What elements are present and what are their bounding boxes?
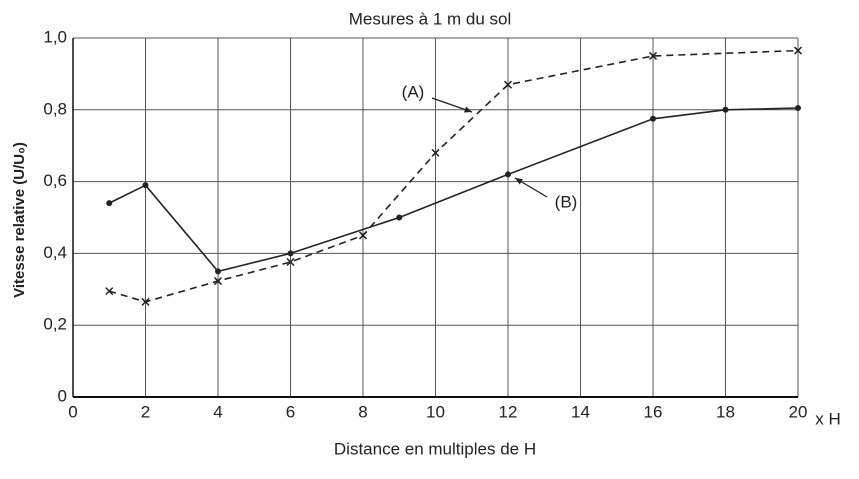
y-tick-label: 0,6 xyxy=(43,171,67,190)
point-marker xyxy=(105,287,114,296)
x-tick-label: 4 xyxy=(213,402,222,421)
point-marker xyxy=(141,297,150,306)
point-marker xyxy=(648,51,658,60)
x-tick-label: 8 xyxy=(358,402,367,421)
label-arrowhead xyxy=(464,106,472,113)
x-tick-label: 2 xyxy=(141,402,150,421)
y-tick-label: 1,0 xyxy=(43,27,67,46)
point-marker xyxy=(287,250,294,257)
point-marker xyxy=(503,80,513,89)
x-tick-label: 20 xyxy=(789,402,808,421)
point-marker xyxy=(650,115,656,122)
point-marker xyxy=(396,214,403,221)
x-axis-title: Distance en multiples de H xyxy=(334,439,536,458)
x-tick-label: 12 xyxy=(499,402,518,421)
x-tick-label: 14 xyxy=(571,402,590,421)
point-marker xyxy=(142,182,149,189)
point-marker xyxy=(286,257,295,267)
y-tick-label: 0,2 xyxy=(43,315,67,334)
point-marker xyxy=(795,105,801,112)
series-label: (A) xyxy=(402,82,425,101)
x-tick-label: 0 xyxy=(68,402,77,421)
y-tick-label: 0 xyxy=(58,386,67,405)
x-tick-label: 6 xyxy=(286,402,295,421)
y-tick-label: 0,8 xyxy=(43,99,67,118)
x-axis-unit: x H xyxy=(815,409,841,428)
point-marker xyxy=(215,268,221,275)
x-tick-label: 10 xyxy=(426,402,445,421)
point-marker xyxy=(505,171,511,178)
y-axis-title: Vitesse relative (U/U₀) xyxy=(11,142,28,298)
point-marker xyxy=(106,200,113,207)
point-marker xyxy=(722,106,729,113)
y-tick-label: 0,4 xyxy=(43,243,67,262)
point-marker xyxy=(793,46,803,55)
series-line xyxy=(108,107,799,273)
series-label: (B) xyxy=(555,192,578,211)
point-marker xyxy=(358,231,368,240)
point-marker xyxy=(431,148,440,157)
label-arrowhead xyxy=(515,178,523,185)
x-tick-label: 18 xyxy=(716,402,735,421)
chart-title: Mesures à 1 m du sol xyxy=(349,9,512,28)
x-tick-label: 16 xyxy=(644,402,663,421)
point-marker xyxy=(213,277,223,286)
